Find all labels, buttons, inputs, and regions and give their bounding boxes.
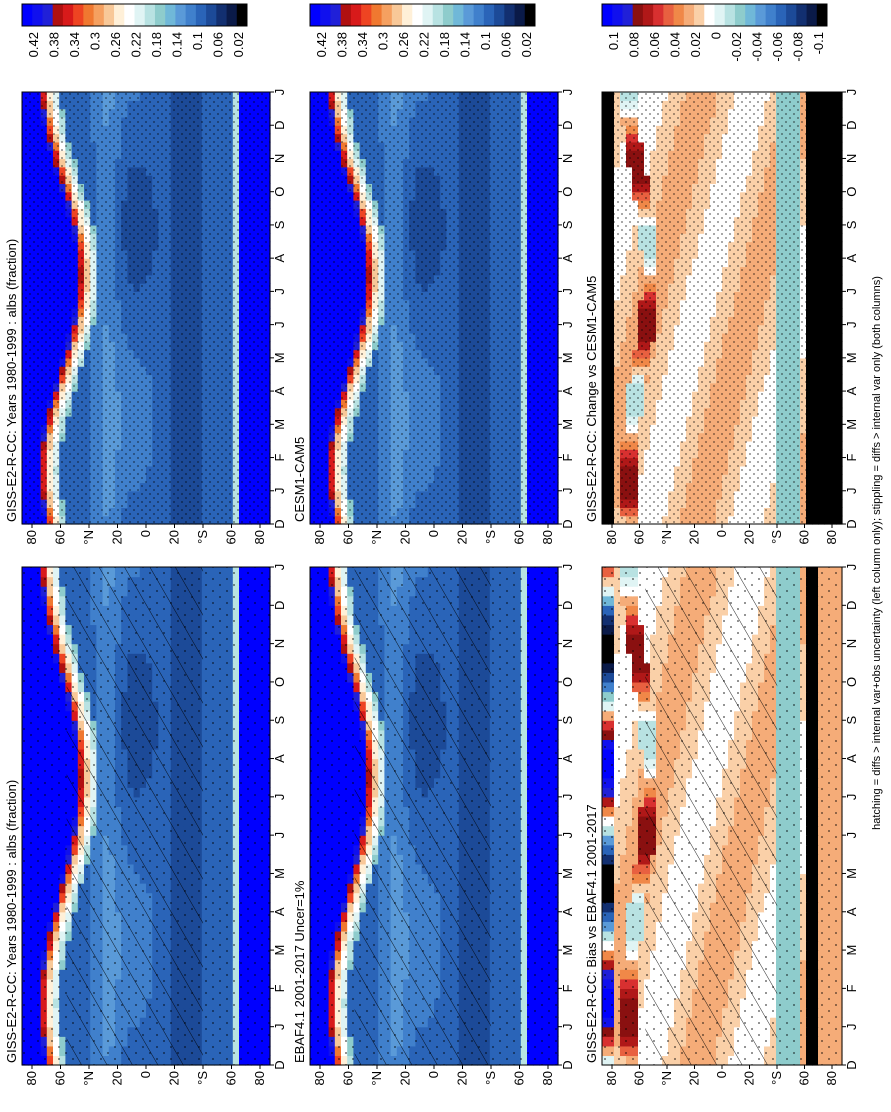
colorbar-swatch xyxy=(22,4,33,26)
colorbar-swatch xyxy=(186,4,197,26)
lat-tick-label: 80 xyxy=(24,1071,39,1085)
lat-tick-label: °S xyxy=(195,1071,210,1085)
month-tick-label: J xyxy=(272,794,287,801)
lat-tick-label: 0 xyxy=(138,530,153,537)
colorbar-swatch xyxy=(237,4,248,26)
lat-tick-label: 60 xyxy=(224,530,239,544)
month-tick-label: A xyxy=(272,754,287,763)
colorbar-label: 0.1 xyxy=(190,32,205,50)
colorbar-label: 0.42 xyxy=(26,32,41,57)
month-tick-label: F xyxy=(272,454,287,462)
panel-top-right: 80 60 °N 20 0 20 °S 60 80 D J F M A M J J A S O N D J GISS-E2-R… xyxy=(4,4,287,545)
lat-tick-label: 80 xyxy=(24,530,39,544)
lat-tick-label: °S xyxy=(195,530,210,544)
month-tick-label: O xyxy=(272,677,287,687)
month-tick-label: D xyxy=(272,601,287,610)
lat-tick-label: °N xyxy=(81,1071,96,1086)
month-tick-label: F xyxy=(272,984,287,992)
colorbar-label: 0.18 xyxy=(149,32,164,57)
colorbar-swatch xyxy=(42,4,53,26)
month-tick-label: M xyxy=(272,868,287,879)
month-tick-label: S xyxy=(272,716,287,725)
lat-tick-label: 20 xyxy=(167,1071,182,1085)
lat-tick-label: 0 xyxy=(138,1071,153,1078)
colorbar-label: 0.02 xyxy=(231,32,246,57)
month-tick-label: D xyxy=(272,121,287,130)
hatching-overlay xyxy=(67,567,203,1065)
month-tick-label: J xyxy=(272,288,287,295)
lat-tick-label: 20 xyxy=(110,1071,125,1085)
lat-tick-label: 80 xyxy=(252,1071,267,1085)
colorbar-swatch xyxy=(53,4,64,26)
colorbar-swatch xyxy=(227,4,238,26)
month-tick-label: J xyxy=(272,832,287,839)
colorbar-label: 0.22 xyxy=(129,32,144,57)
colorbar-swatch xyxy=(135,4,146,26)
month-tick-label: A xyxy=(272,907,287,916)
month-tick-label: N xyxy=(272,154,287,163)
month-tick-label: J xyxy=(272,564,287,571)
colorbar-swatch xyxy=(216,4,227,26)
colorbar-swatch xyxy=(104,4,115,26)
colorbar-swatch xyxy=(155,4,166,26)
colorbar-label: 0.38 xyxy=(47,32,62,57)
lat-tick-label: 20 xyxy=(167,530,182,544)
month-tick-label: J xyxy=(272,488,287,495)
month-tick-label: M xyxy=(272,419,287,430)
colorbar-swatch xyxy=(63,4,74,26)
panel-title: GISS-E2-R-CC: Years 1980-1999 : albs (fr… xyxy=(4,780,19,1063)
colorbar-swatch xyxy=(196,4,207,26)
colorbar-swatch xyxy=(206,4,217,26)
colorbar-label: 0.3 xyxy=(88,32,103,50)
colorbar-swatch xyxy=(94,4,105,26)
colorbar-label: 0.26 xyxy=(108,32,123,57)
lat-tick-label: °N xyxy=(81,530,96,545)
month-tick-label: S xyxy=(272,220,287,229)
colorbar-swatch xyxy=(32,4,43,26)
month-tick-label: A xyxy=(272,253,287,262)
lat-tick-label: 60 xyxy=(53,530,68,544)
colorbar-swatch xyxy=(114,4,125,26)
colorbar-label: 0.34 xyxy=(67,32,82,57)
colorbar-swatch xyxy=(145,4,156,26)
month-tick-label: J xyxy=(272,1023,287,1030)
month-tick-label: M xyxy=(272,352,287,363)
colorbar-swatch xyxy=(124,4,135,26)
month-tick-label: J xyxy=(272,321,287,328)
month-tick-label: D xyxy=(272,519,287,528)
lat-tick-label: 20 xyxy=(110,530,125,544)
panel-title: GISS-E2-R-CC: Years 1980-1999 : albs (fr… xyxy=(4,239,19,522)
lat-tick-label: 60 xyxy=(53,1071,68,1085)
month-tick-label: M xyxy=(272,945,287,956)
month-tick-label: D xyxy=(272,1060,287,1069)
panel-top-left: 80 60 °N 20 0 20 °S 60 80 D J F M A M J J A S O N D J GISS-E2-R… xyxy=(4,453,287,1086)
stippling-overlay xyxy=(22,92,270,524)
colorbar-label: 0.06 xyxy=(210,32,225,57)
month-tick-label: N xyxy=(272,639,287,648)
colorbar-swatch xyxy=(73,4,84,26)
colorbar-swatch xyxy=(165,4,176,26)
month-tick-label: J xyxy=(272,89,287,96)
colorbar-swatch xyxy=(175,4,186,26)
lat-tick-label: 80 xyxy=(252,530,267,544)
month-tick-label: O xyxy=(272,187,287,197)
colorbar-label: 0.14 xyxy=(169,32,184,57)
lat-tick-label: 60 xyxy=(224,1071,239,1085)
month-tick-label: A xyxy=(272,386,287,395)
colorbar-swatch xyxy=(83,4,94,26)
